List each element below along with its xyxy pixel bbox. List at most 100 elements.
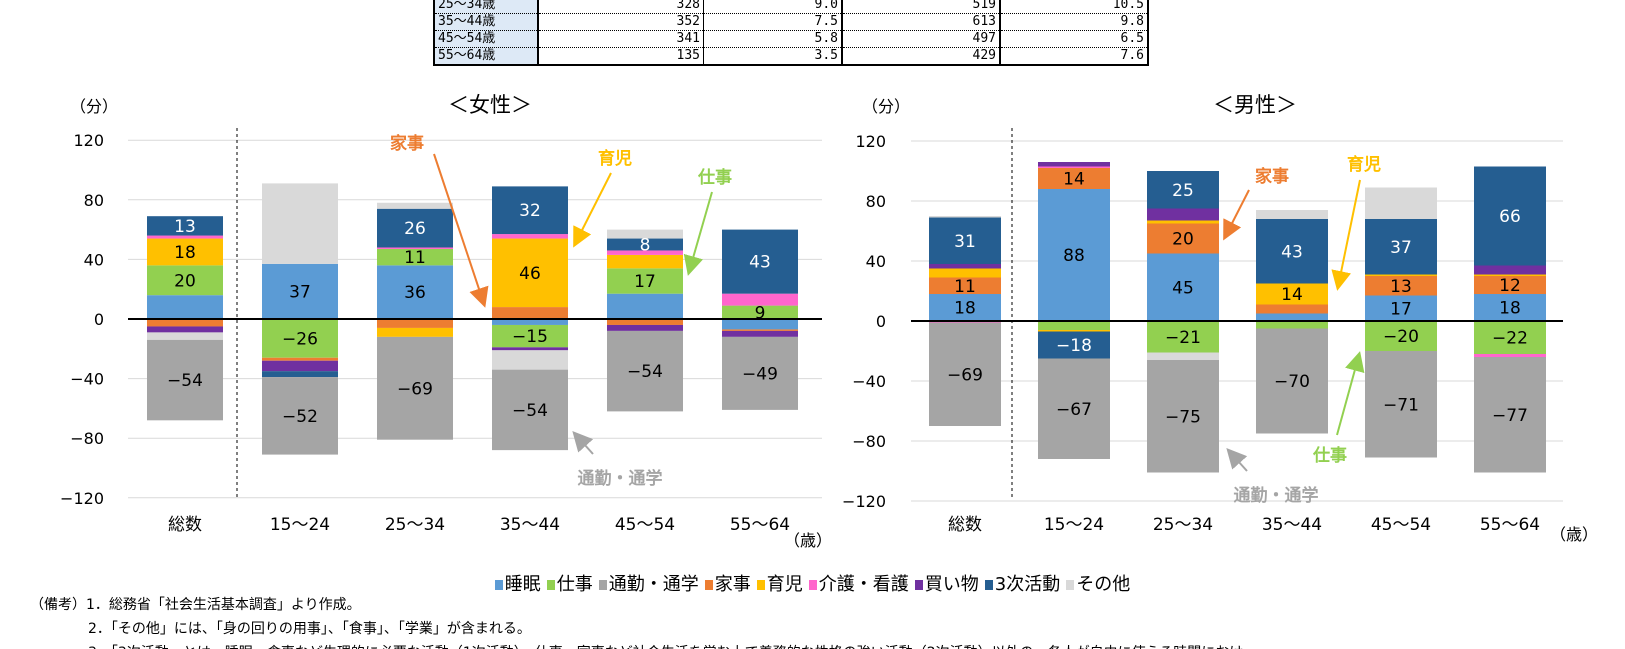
bar-segment — [607, 293, 683, 319]
table-cell: 9.8 — [999, 13, 1148, 31]
notes: （備考）1．総務省「社会生活基本調査」より作成。 2．「その他」には、「身の回り… — [30, 593, 1243, 649]
legend-item: 家事 — [704, 570, 751, 596]
bar-segment — [147, 332, 223, 340]
y-tick-label: −80 — [70, 429, 104, 448]
x-tick-label: 15～24 — [1044, 515, 1104, 535]
x-tick-label: 35～44 — [500, 515, 560, 535]
bar-segment — [1256, 313, 1328, 321]
bar-segment — [262, 263, 338, 319]
bar-segment — [607, 229, 683, 239]
bar-segment — [722, 336, 798, 410]
data-label: 20 — [1172, 230, 1194, 250]
legend-label: 家事 — [714, 574, 751, 595]
bar-segment — [929, 277, 1001, 294]
legend: 睡眠 仕事 通勤・通学 家事 育児 介護・看護 買い物 3次活動 その他 — [0, 570, 1625, 596]
bar-segment — [1147, 220, 1219, 224]
table-cell: 5.8 — [703, 30, 843, 48]
bar-segment — [1147, 352, 1219, 360]
bar-segment — [1147, 321, 1219, 353]
bar-segment — [1147, 253, 1219, 321]
data-label: 17 — [1390, 299, 1412, 319]
legend-swatch — [598, 580, 607, 590]
legend-label: 介護・看護 — [818, 574, 909, 595]
bar-segment — [1038, 189, 1110, 321]
data-label: 11 — [404, 248, 426, 268]
bar-segment — [1365, 187, 1437, 219]
legend-swatch — [808, 580, 817, 590]
data-label: 32 — [519, 201, 541, 221]
summary-table: 25～34歳 328 9.0 519 10.5 35～44歳 352 7.5 613 9.8 45～… — [433, 0, 1149, 66]
data-label: −77 — [1492, 406, 1528, 426]
x-tick-label: 55～64 — [730, 515, 790, 535]
legend-item: 育児 — [756, 570, 803, 596]
data-label: −21 — [1165, 328, 1201, 348]
chart-title: ＜女性＞ — [448, 93, 532, 117]
bar-segment — [377, 202, 453, 209]
bar-segment — [929, 217, 1001, 264]
bar-segment — [929, 294, 1001, 321]
annotation-arrow — [433, 153, 489, 308]
x-tick-label: 45～54 — [615, 515, 675, 535]
y-tick-label: 0 — [876, 312, 886, 331]
bar-segment — [1365, 351, 1437, 458]
bar-segment — [377, 208, 453, 248]
y-axis-unit: （分） — [862, 97, 910, 116]
bar-segment — [147, 319, 223, 327]
note-3: 3．「3次活動」とは、睡眠、食事など生理的に必要な活動（1次活動）、仕事、家事な… — [30, 641, 1243, 649]
annotation-housework: 家事 — [1255, 166, 1289, 187]
bar-segment — [1474, 276, 1546, 294]
annotation-arrow — [1331, 179, 1361, 291]
data-label: 31 — [954, 232, 976, 252]
bar-segment — [492, 347, 568, 351]
annotation-arrow — [1223, 189, 1250, 241]
x-tick-label: 15～24 — [270, 515, 330, 535]
legend-swatch — [984, 580, 993, 590]
data-label: −20 — [1383, 327, 1419, 347]
data-label: 88 — [1063, 246, 1085, 266]
bar-segment — [1038, 330, 1110, 332]
bar-segment — [1256, 219, 1328, 284]
table-cell: 519 — [841, 0, 1001, 14]
bar-segment — [1147, 223, 1219, 254]
data-label: −71 — [1383, 395, 1419, 415]
table-row: 45～54歳 341 5.8 497 6.5 — [433, 30, 1148, 48]
annotation-work: 仕事 — [1312, 445, 1347, 466]
annotation-commute: 通勤・通学 — [578, 468, 663, 489]
data-label: 13 — [1390, 277, 1412, 297]
bar-segment — [929, 264, 1001, 269]
table-cell: 6.5 — [999, 30, 1148, 48]
data-label: 18 — [1499, 299, 1521, 319]
y-tick-label: 40 — [866, 252, 886, 271]
data-label: 13 — [174, 217, 196, 237]
annotation-commute: 通勤・通学 — [1234, 485, 1319, 506]
bar-segment — [1365, 295, 1437, 321]
bar-segment — [492, 234, 568, 239]
data-label: 9 — [755, 303, 766, 323]
x-tick-label: 55～64 — [1480, 515, 1540, 535]
bar-segment — [607, 330, 683, 412]
annotation-arrow — [1226, 448, 1248, 472]
data-label: 45 — [1172, 278, 1194, 298]
bar-segment — [262, 357, 338, 361]
legend-swatch — [494, 580, 503, 590]
bar-segment — [1474, 274, 1546, 276]
data-label: 14 — [1063, 170, 1085, 190]
note-1: （備考）1．総務省「社会生活基本調査」より作成。 — [30, 597, 361, 613]
legend-label: 買い物 — [924, 574, 979, 595]
x-tick-label: 総数 — [948, 515, 982, 535]
table-cell: 7.6 — [999, 47, 1148, 66]
legend-item: 買い物 — [914, 570, 979, 596]
y-tick-label: 120 — [855, 132, 886, 151]
bar-segment — [607, 324, 683, 331]
bar-segment — [1256, 210, 1328, 219]
data-label: −49 — [742, 364, 778, 384]
bar-segment — [607, 254, 683, 269]
data-label: −69 — [397, 379, 433, 399]
legend-label: 3次活動 — [994, 574, 1061, 595]
bar-segment — [377, 319, 453, 328]
table-row: 35～44歳 352 7.5 613 9.8 — [433, 13, 1148, 31]
bar-segment — [492, 186, 568, 235]
legend-item: 仕事 — [546, 570, 593, 596]
